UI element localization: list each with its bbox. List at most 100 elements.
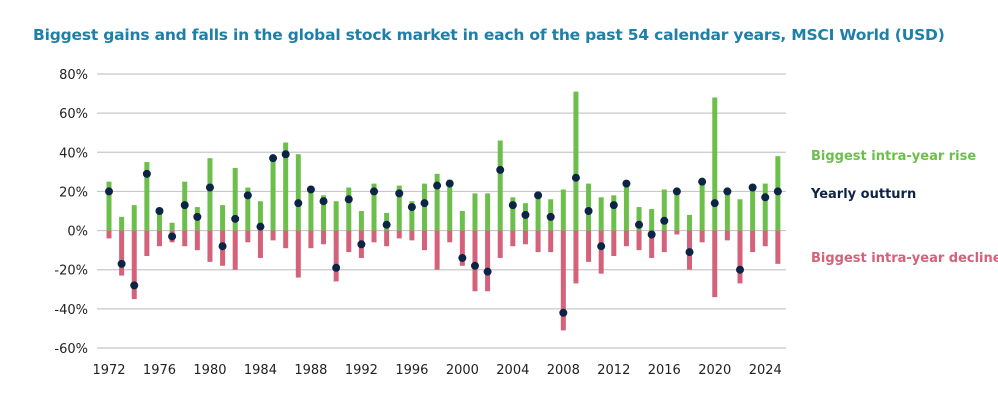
decline-bar	[447, 230, 453, 243]
outturn-point	[698, 177, 707, 186]
rise-bar	[346, 187, 352, 231]
decline-bar	[144, 230, 150, 257]
outturn-point	[635, 220, 644, 229]
rise-bar	[510, 197, 516, 231]
outturn-point	[773, 187, 782, 196]
rise-bar	[737, 199, 743, 231]
outturn-point	[168, 232, 177, 241]
outturn-point	[344, 195, 353, 204]
decline-bar	[674, 230, 680, 235]
rise-bar	[623, 183, 629, 231]
decline-bar	[510, 230, 516, 247]
rise-bar	[396, 185, 402, 231]
rise-bar	[674, 191, 680, 231]
chart-title: Biggest gains and falls in the global st…	[33, 26, 945, 44]
x-tick-label: 1984	[244, 363, 277, 378]
rise-bar	[611, 195, 617, 231]
rise-bar	[270, 158, 276, 231]
x-tick-label: 1988	[294, 363, 327, 378]
decline-bar	[535, 230, 541, 253]
rise-bar	[724, 191, 730, 231]
rise-bar	[131, 205, 137, 231]
outturn-point	[597, 242, 606, 251]
outturn-point	[660, 216, 669, 225]
outturn-point	[710, 199, 719, 208]
decline-bar	[459, 230, 465, 266]
decline-bar	[321, 230, 327, 245]
decline-bar	[308, 230, 314, 249]
x-tick-label: 2024	[749, 363, 782, 378]
rise-bar	[687, 214, 693, 231]
decline-bar	[699, 230, 705, 243]
outturn-point	[433, 181, 442, 190]
x-tick-label: 1980	[193, 363, 226, 378]
outturn-point	[483, 267, 492, 276]
decline-bar	[384, 230, 390, 247]
decline-bar	[106, 230, 112, 239]
rise-bar	[459, 211, 465, 231]
outturn-point	[685, 248, 694, 257]
outturn-point	[609, 201, 618, 210]
legend-rise: Biggest intra-year rise	[811, 149, 977, 164]
outturn-point	[105, 187, 113, 196]
decline-bar	[712, 230, 718, 298]
outturn-point	[546, 212, 555, 221]
rise-bar	[333, 201, 339, 231]
decline-bar	[422, 230, 427, 251]
x-tick-label: 2016	[648, 363, 681, 378]
decline-bar	[119, 230, 125, 276]
decline-bar	[396, 230, 402, 239]
legend-decline: Biggest intra-year decline	[811, 251, 998, 266]
outturn-point	[736, 265, 744, 274]
x-tick-label: 2000	[446, 363, 479, 378]
rise-bar	[409, 201, 415, 231]
rise-bar	[497, 140, 503, 231]
decline-bar	[346, 230, 352, 253]
y-tick-label: -20%	[54, 264, 88, 279]
outturn-point	[256, 222, 265, 231]
legend-outturn: Yearly outturn	[811, 187, 917, 202]
decline-bar	[207, 230, 213, 262]
outturn-point	[155, 207, 164, 215]
decline-bar	[762, 230, 768, 247]
rise-bar	[232, 167, 238, 231]
rise-bar	[472, 193, 478, 231]
rise-bar	[295, 154, 301, 231]
outturn-point	[306, 185, 315, 194]
decline-bar	[522, 230, 528, 245]
x-tick-label: 1972	[92, 363, 125, 378]
rise-bar	[283, 142, 289, 231]
decline-bar	[548, 230, 554, 253]
x-tick-label: 1992	[345, 363, 378, 378]
decline-bar	[194, 230, 200, 251]
outturn-point	[193, 212, 202, 221]
y-tick-label: -60%	[54, 342, 88, 357]
outturn-point	[458, 253, 467, 262]
outturn-point	[521, 210, 530, 219]
decline-bar	[295, 230, 301, 278]
outturn-point	[723, 187, 732, 196]
outturn-point	[231, 214, 240, 223]
decline-bar	[182, 230, 188, 247]
outturn-point	[571, 173, 580, 182]
rise-bar	[447, 179, 453, 231]
outturn-point	[470, 261, 479, 270]
rise-bar	[321, 195, 327, 231]
outturn-point	[269, 154, 278, 163]
rise-bar	[573, 91, 579, 231]
rise-bar	[207, 158, 213, 231]
outturn-point	[420, 199, 429, 208]
outturn-point	[130, 281, 139, 290]
rise-bar	[371, 183, 377, 231]
outturn-point	[748, 183, 757, 192]
x-tick-label: 2020	[698, 363, 731, 378]
decline-bar	[434, 230, 440, 270]
decline-bar	[737, 230, 743, 284]
outturn-point	[445, 179, 454, 188]
rise-bar	[712, 97, 718, 231]
decline-bar	[750, 230, 756, 253]
decline-bar	[775, 230, 781, 264]
decline-bar	[623, 230, 629, 247]
outturn-point	[382, 220, 391, 229]
